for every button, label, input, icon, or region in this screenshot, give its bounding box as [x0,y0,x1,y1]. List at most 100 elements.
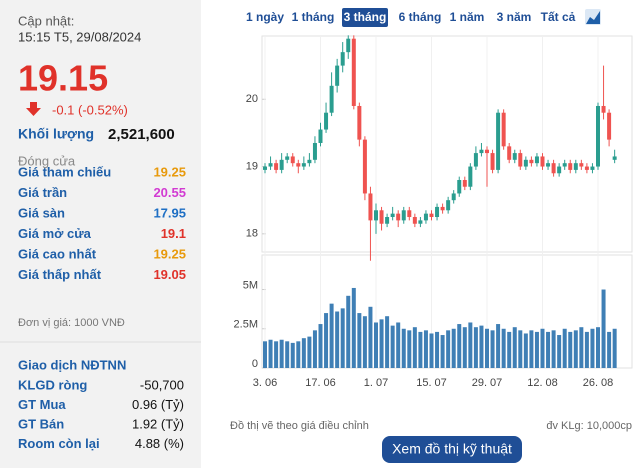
x-tick-label: 12. 08 [527,377,558,389]
row-label: Giá mở cửa [18,226,92,241]
volume-bar [596,327,600,368]
volume-bar [407,330,412,368]
volume-bar [279,339,284,368]
volume-bar [396,322,401,368]
candle-body [412,217,417,224]
volume-bar [351,287,356,368]
volume-bar [274,341,279,368]
x-tick-label: 3. 06 [253,377,277,389]
candle-body [440,206,445,211]
candle-body [573,163,578,170]
x-tick-label: 1. 07 [364,377,388,389]
volume-bar [390,325,395,368]
candle-body [268,163,273,167]
foreign-value: 1.92 (Tỷ) [132,416,184,431]
volume-bar [324,313,329,368]
volume-bar [601,289,606,368]
x-tick-label: 17. 06 [305,377,336,389]
volume-tick-label: 5M [243,279,258,291]
volume-tick-label: 0 [252,358,258,370]
volume-bar [540,328,545,368]
candle-body [457,180,462,194]
volume-bar [529,330,534,368]
range-button[interactable]: 1 tháng [292,10,335,24]
candle-body [401,210,406,221]
range-button[interactable]: 3 năm [497,10,532,24]
tech-chart-button[interactable] [382,436,522,463]
volume-bar [301,338,306,368]
volume-bar [329,303,334,368]
candle-body [579,163,584,167]
candle-body [274,163,279,170]
volume-bar [468,322,473,368]
volume-bar [473,327,478,368]
candle-body [551,163,556,174]
volume-bar [435,331,440,368]
candle-body [407,210,412,218]
volume-label: Khối lượng [18,126,94,142]
candle-body [374,210,378,221]
volume-bar [568,331,573,368]
volume-bar [401,328,406,368]
unit-note: Đơn vị giá: 1000 VNĐ [18,317,125,329]
candle-body [546,163,551,167]
candle-body [340,52,345,66]
candle-body [362,139,367,194]
row-label: Giá thấp nhất [18,267,102,282]
volume-bar [451,328,456,368]
y-tick-label: 18 [246,228,258,240]
candle-body [590,166,595,170]
range-button[interactable]: 3 tháng [344,10,387,24]
volume-bar [534,331,539,368]
foreign-label: KLGD ròng [18,377,87,392]
candle-body [301,163,306,167]
candle-body [435,206,440,218]
x-tick-label: 26. 08 [583,377,614,389]
volume-bar [579,327,584,368]
range-active-bg [342,8,388,27]
candle-body [451,193,456,201]
range-button[interactable]: 1 ngày [246,10,284,24]
candle-body [385,217,390,224]
range-button[interactable]: Tất cả [541,10,576,24]
tech-chart-button-label[interactable]: Xem đồ thị kỹ thuật [392,441,512,457]
volume-bar [357,313,362,368]
foreign-label: GT Bán [18,416,64,431]
candle-body [351,38,356,106]
volume-bar [546,331,551,368]
chart-icon[interactable] [585,9,601,25]
candle-body [357,105,362,140]
row-label: Giá trần [18,185,67,200]
volume-bar [590,328,595,368]
candle-body [307,159,312,164]
x-tick-label: 29. 07 [472,377,503,389]
candle-body [607,112,612,140]
volume-bar [584,331,589,368]
volume-bar [368,306,373,368]
price-change: -0.1 (-0.52%) [52,102,128,117]
range-button[interactable]: 6 tháng [399,10,442,24]
volume-tick-label: 2.5M [234,319,258,331]
chart-note: Đồ thị vẽ theo giá điều chỉnh [230,420,369,432]
candle-body [418,220,423,224]
volume-bar [507,331,512,368]
candle-body [523,159,528,167]
price-frame [261,35,633,253]
volume-bar [573,330,578,368]
foreign-value: -50,700 [140,377,184,392]
volume-bar [551,330,556,368]
row-value: 19.25 [153,164,186,179]
updated-label: Cập nhật: [18,13,74,28]
x-tick-label: 15. 07 [416,377,447,389]
volume-bar [285,341,290,368]
candle-body [501,112,506,147]
candle-body [279,159,284,170]
candle-body [429,213,434,218]
candle-body [468,166,473,187]
candle-body [423,213,428,221]
range-button[interactable]: 1 năm [450,10,485,24]
volume-value: 2,521,600 [108,126,175,143]
volume-bar [423,330,428,368]
row-value: 19.05 [153,267,186,282]
